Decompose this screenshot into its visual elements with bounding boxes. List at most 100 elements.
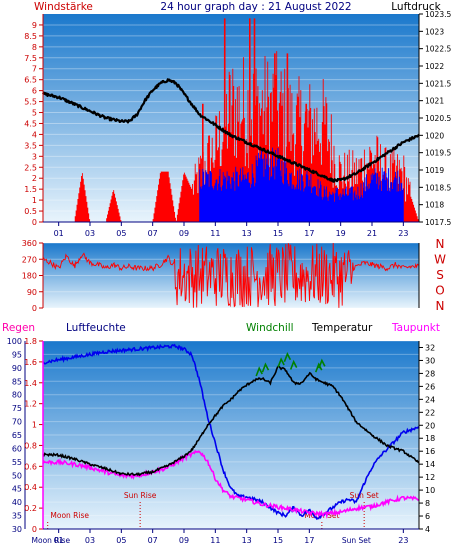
y2-tick-label: 1020.5 — [425, 114, 451, 123]
windchill-point — [289, 359, 298, 370]
humidity-tick-label: 45 — [12, 485, 22, 494]
x-tick-label: 03 — [85, 229, 95, 238]
temp-tick-label: 10 — [425, 486, 435, 495]
x-tick-label: 07 — [148, 229, 158, 238]
x-tick-label: 13 — [242, 536, 252, 545]
humidity-tick-label: 75 — [12, 404, 22, 413]
compass-label: N — [436, 237, 445, 251]
y-tick-label: 5.5 — [24, 98, 37, 107]
rain-tick-label: 0.8 — [24, 441, 37, 450]
temp-tick-label: 4 — [425, 525, 430, 534]
y-tick-label: 3.5 — [24, 141, 37, 150]
x-tick-label: 15 — [273, 229, 283, 238]
x-tick-label: 01 — [54, 536, 64, 545]
humidity-label: Luftfeuchte — [66, 322, 126, 334]
humidity-tick-label: 35 — [12, 512, 22, 521]
humidity-tick-label: 90 — [12, 364, 22, 373]
event-label: Sun Set — [350, 491, 379, 500]
y2-tick-label: 1021.5 — [425, 79, 451, 88]
temp-tick-label: 32 — [425, 343, 435, 352]
humidity-tick-label: 30 — [12, 525, 22, 534]
humidity-tick-label: 70 — [12, 418, 22, 427]
x-tick-label: 09 — [179, 536, 189, 545]
y2-tick-label: 1020 — [425, 131, 444, 140]
rain-label: Regen — [2, 322, 35, 334]
temp-tick-label: 26 — [425, 382, 435, 391]
x-tick-label: 13 — [242, 229, 252, 238]
windchill-point — [318, 358, 326, 369]
windchill-label: Windchill — [246, 322, 294, 334]
humidity-tick-label: 95 — [12, 350, 22, 359]
rain-tick-label: 0.6 — [24, 462, 37, 471]
y-tick-label: 7.5 — [24, 54, 37, 63]
compass-label: W — [434, 253, 446, 267]
temp-tick-label: 22 — [425, 408, 435, 417]
y-tick-label: 4.5 — [24, 119, 37, 128]
humidity-tick-label: 50 — [12, 471, 22, 480]
y2-tick-label: 1021 — [425, 97, 444, 106]
event-label: Sun Rise — [124, 491, 157, 500]
wind-strength-label: Windstärke — [34, 1, 93, 13]
temp-tick-label: 12 — [425, 473, 435, 482]
rain-tick-label: 1.6 — [24, 358, 37, 367]
x-tick-label: 19 — [336, 229, 346, 238]
x-tick-label: 07 — [148, 536, 158, 545]
humidity-tick-label: 60 — [12, 444, 22, 453]
pressure-series — [42, 78, 420, 183]
rain-tick-label: 0 — [32, 525, 37, 534]
humidity-tick-label: 85 — [12, 377, 22, 386]
y2-tick-label: 1019 — [425, 166, 444, 175]
compass-label: N — [436, 299, 445, 313]
x-tick-label: 01 — [54, 229, 64, 238]
humidity-tick-label: 80 — [12, 391, 22, 400]
temperature-humidity-plot — [43, 341, 419, 529]
y-tick-label: 7 — [32, 65, 37, 74]
humidity-tick-label: 55 — [12, 458, 22, 467]
y-tick-label: 1 — [32, 196, 37, 205]
y-tick-label: 8.5 — [24, 32, 37, 41]
temp-tick-label: 18 — [425, 434, 435, 443]
temp-tick-label: 30 — [425, 356, 435, 365]
rain-tick-label: 0.4 — [24, 483, 37, 492]
y-tick-label: 2 — [32, 174, 37, 183]
x-tick-label: 11 — [210, 229, 220, 238]
windchill-point — [277, 357, 285, 368]
y-tick-label: 9 — [32, 21, 37, 30]
y-tick-label: 90 — [27, 288, 37, 297]
x-tick-label: 05 — [116, 229, 126, 238]
humidity-series — [42, 343, 420, 521]
temperature-label: Temperatur — [311, 322, 373, 334]
wind-direction-series — [42, 242, 419, 308]
x-tick-label: 03 — [85, 536, 95, 545]
sun-set-axis-label: Sun Set — [342, 536, 371, 545]
y2-tick-label: 1018.5 — [425, 183, 451, 192]
humidity-tick-label: 100 — [7, 337, 22, 346]
y2-tick-label: 1022 — [425, 62, 444, 71]
y-tick-label: 4 — [32, 130, 37, 139]
temp-tick-label: 16 — [425, 447, 435, 456]
x-tick-label: 17 — [304, 536, 314, 545]
rain-tick-label: 1 — [32, 421, 37, 430]
temp-tick-label: 8 — [425, 499, 430, 508]
rain-tick-label: 1.4 — [24, 379, 37, 388]
wind-gust-series — [199, 147, 404, 222]
temperature-series — [42, 365, 420, 477]
x-tick-label: 23 — [398, 229, 408, 238]
y2-tick-label: 1019.5 — [425, 149, 451, 158]
y2-tick-label: 1017.5 — [425, 218, 451, 227]
temp-tick-label: 14 — [425, 460, 435, 469]
temp-tick-label: 28 — [425, 369, 435, 378]
y-tick-label: 1.5 — [24, 185, 37, 194]
x-tick-label: 21 — [367, 229, 377, 238]
y-tick-label: 0 — [32, 218, 37, 227]
windchill-point — [255, 366, 263, 377]
dewpoint-label: Taupunkt — [391, 322, 440, 334]
rain-tick-label: 1.8 — [24, 337, 37, 346]
y-tick-label: 360 — [22, 239, 37, 248]
dewpoint-series — [42, 449, 420, 519]
y-tick-label: 0 — [32, 304, 37, 313]
event-label: Moon Rise — [50, 511, 89, 520]
x-tick-label: 09 — [179, 229, 189, 238]
